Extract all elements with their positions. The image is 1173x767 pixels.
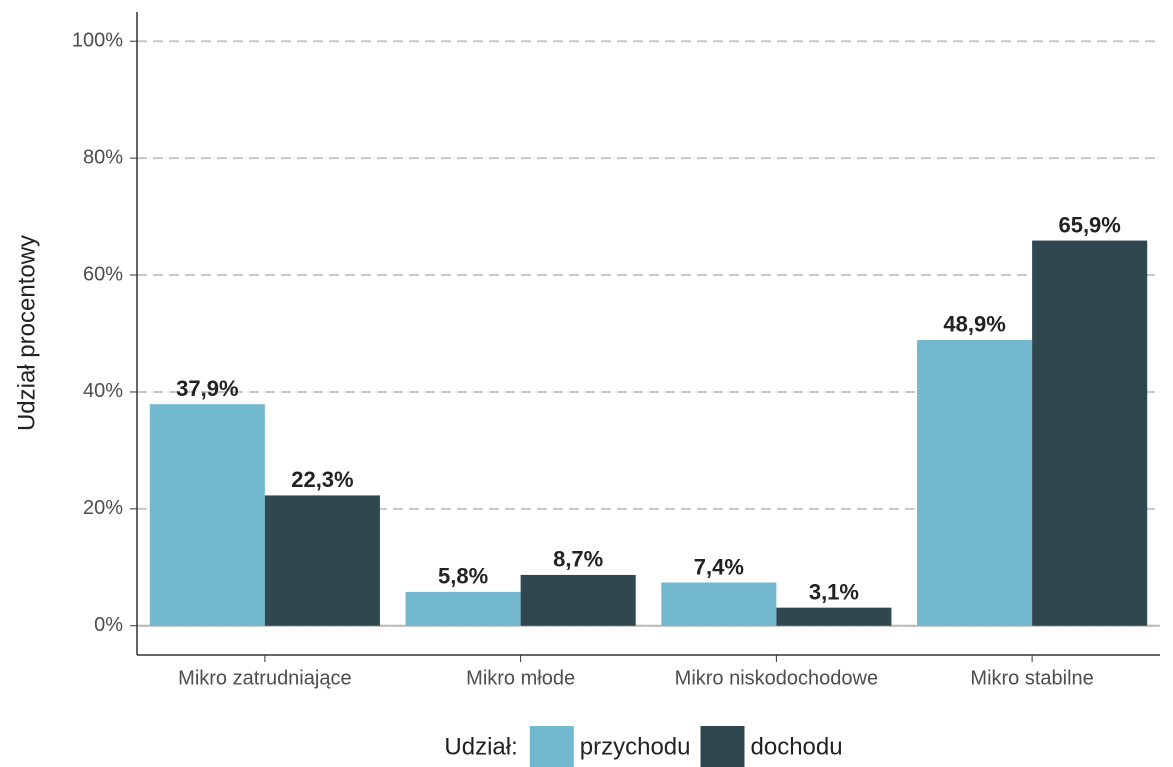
y-tick-label: 80%	[83, 146, 123, 168]
bar	[520, 574, 636, 626]
value-label: 8,7%	[553, 547, 603, 572]
x-tick-label: Mikro niskodochodowe	[675, 667, 878, 689]
bar	[661, 582, 777, 626]
x-tick-label: Mikro zatrudniające	[178, 667, 351, 689]
y-axis-title: Udział procentowy	[13, 235, 40, 431]
value-label: 5,8%	[438, 564, 488, 589]
legend-key	[529, 726, 574, 767]
value-label: 3,1%	[809, 579, 859, 604]
value-label: 22,3%	[291, 467, 353, 492]
bar	[405, 591, 521, 626]
y-tick-label: 40%	[83, 380, 123, 402]
y-tick-label: 0%	[94, 614, 123, 636]
y-tick-label: 20%	[83, 497, 123, 519]
bar	[264, 495, 380, 626]
value-label: 37,9%	[176, 376, 238, 401]
value-label: 48,9%	[943, 312, 1005, 337]
value-label: 7,4%	[694, 554, 744, 579]
y-tick-label: 60%	[83, 263, 123, 285]
x-tick-label: Mikro młode	[466, 667, 575, 689]
legend-label: dochodu	[751, 733, 843, 760]
bar	[1032, 240, 1148, 626]
bar	[776, 607, 892, 626]
legend-label: przychodu	[580, 733, 691, 760]
legend-title: Udział:	[444, 733, 517, 760]
value-label: 65,9%	[1058, 212, 1120, 237]
x-tick-label: Mikro stabilne	[970, 667, 1093, 689]
bar	[149, 404, 265, 626]
bar	[917, 339, 1033, 626]
y-tick-label: 100%	[72, 30, 123, 52]
legend-key	[700, 726, 745, 767]
